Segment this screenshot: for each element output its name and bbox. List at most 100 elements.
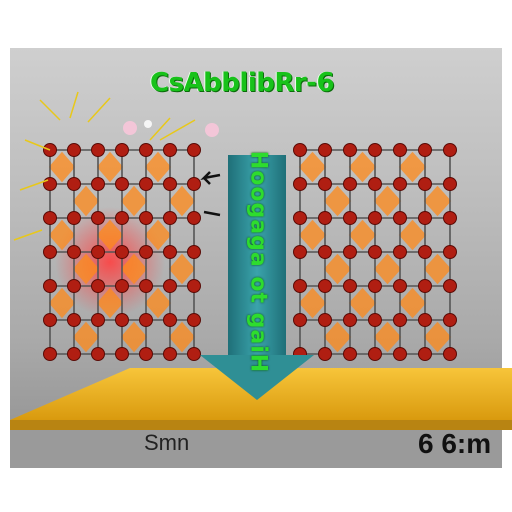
atom xyxy=(343,211,357,225)
atom xyxy=(343,347,357,361)
octahedron xyxy=(398,219,427,251)
octahedron xyxy=(348,151,377,183)
atom xyxy=(393,143,407,157)
substrate-label: Smn xyxy=(144,430,190,455)
octahedron xyxy=(398,287,427,319)
atom xyxy=(163,279,177,293)
atom xyxy=(67,347,81,361)
octahedron xyxy=(96,287,124,319)
octahedron xyxy=(144,219,172,251)
octahedron xyxy=(72,185,100,217)
octahedron xyxy=(120,185,148,217)
atom xyxy=(43,211,57,225)
octahedron xyxy=(48,219,76,251)
particle-1 xyxy=(123,121,137,135)
octahedron xyxy=(48,151,76,183)
octahedron xyxy=(48,287,76,319)
atom xyxy=(163,245,177,259)
atom xyxy=(418,347,432,361)
atom xyxy=(187,347,201,361)
excitation-glow xyxy=(55,207,165,317)
atom xyxy=(187,245,201,259)
octahedron xyxy=(398,151,427,183)
octahedron xyxy=(323,321,352,353)
atom xyxy=(418,211,432,225)
atom xyxy=(115,143,129,157)
left-pointer-arrow xyxy=(200,171,221,185)
atom xyxy=(67,211,81,225)
atom xyxy=(91,279,105,293)
atom xyxy=(443,211,457,225)
arrow-label: Hoogaga ot gaiH xyxy=(245,150,271,374)
octahedron xyxy=(423,185,452,217)
octahedron xyxy=(96,151,124,183)
atom xyxy=(187,313,201,327)
atom xyxy=(343,143,357,157)
left-pointer-arrow-2 xyxy=(203,210,221,217)
octahedron xyxy=(168,321,196,353)
base-band xyxy=(10,430,502,468)
atom xyxy=(393,177,407,191)
atom xyxy=(368,313,382,327)
octahedron xyxy=(423,253,452,285)
particle-3 xyxy=(144,120,152,128)
octahedron xyxy=(120,253,148,285)
down-arrow xyxy=(200,155,314,400)
atom xyxy=(293,245,307,259)
atom xyxy=(163,347,177,361)
octahedron xyxy=(72,253,100,285)
atom xyxy=(443,313,457,327)
atom xyxy=(115,245,129,259)
atom xyxy=(393,313,407,327)
right-lattice xyxy=(293,143,457,361)
atom xyxy=(115,211,129,225)
atom xyxy=(91,347,105,361)
atom xyxy=(43,177,57,191)
octahedron xyxy=(144,287,172,319)
atom xyxy=(443,347,457,361)
atom xyxy=(318,177,332,191)
atom xyxy=(418,279,432,293)
atom xyxy=(91,211,105,225)
atom xyxy=(43,279,57,293)
atom xyxy=(139,245,153,259)
atom xyxy=(163,143,177,157)
atom xyxy=(43,347,57,361)
atom xyxy=(115,313,129,327)
atom xyxy=(368,347,382,361)
atom xyxy=(318,245,332,259)
atom xyxy=(67,143,81,157)
atom xyxy=(343,177,357,191)
octahedron xyxy=(298,219,327,251)
atom xyxy=(443,177,457,191)
atom xyxy=(418,313,432,327)
atom xyxy=(368,143,382,157)
atom xyxy=(139,347,153,361)
atom xyxy=(293,279,307,293)
atom xyxy=(67,245,81,259)
atom xyxy=(43,313,57,327)
octahedron xyxy=(298,151,327,183)
atom xyxy=(393,245,407,259)
atom xyxy=(67,177,81,191)
octahedron xyxy=(348,287,377,319)
atom xyxy=(139,211,153,225)
atom xyxy=(187,279,201,293)
atom xyxy=(393,347,407,361)
atom xyxy=(187,211,201,225)
atom xyxy=(293,211,307,225)
atom xyxy=(343,245,357,259)
octahedron xyxy=(373,253,402,285)
atom xyxy=(91,177,105,191)
diagram-title: CsAbblibRr-6 xyxy=(150,68,335,98)
atom xyxy=(139,143,153,157)
atom xyxy=(393,211,407,225)
particle-2 xyxy=(205,123,219,137)
atom xyxy=(418,245,432,259)
octahedron xyxy=(144,151,172,183)
octahedron xyxy=(348,219,377,251)
atom xyxy=(91,245,105,259)
atom xyxy=(91,143,105,157)
atom xyxy=(343,279,357,293)
